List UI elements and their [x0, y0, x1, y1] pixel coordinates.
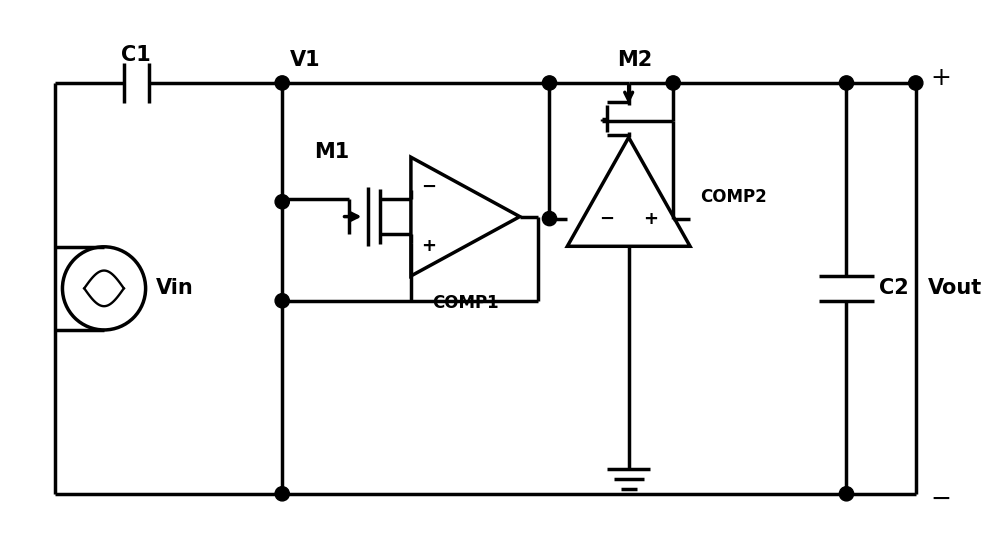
Text: Vout: Vout: [928, 278, 982, 299]
Text: M1: M1: [314, 142, 349, 162]
Text: −: −: [421, 178, 436, 196]
Text: +: +: [421, 237, 436, 255]
Circle shape: [542, 76, 557, 90]
Text: −: −: [931, 487, 952, 511]
Text: V1: V1: [290, 50, 321, 70]
Circle shape: [275, 487, 289, 501]
Text: +: +: [643, 209, 658, 228]
Circle shape: [839, 487, 854, 501]
Text: +: +: [931, 66, 951, 90]
Circle shape: [275, 294, 289, 308]
Circle shape: [909, 76, 923, 90]
Circle shape: [275, 195, 289, 209]
Circle shape: [542, 212, 557, 226]
Text: C2: C2: [879, 278, 909, 299]
Text: C1: C1: [121, 45, 151, 65]
Text: Vin: Vin: [156, 278, 193, 299]
Text: COMP1: COMP1: [432, 294, 499, 312]
Circle shape: [275, 76, 289, 90]
Text: M2: M2: [617, 50, 652, 70]
Circle shape: [666, 76, 680, 90]
Text: COMP2: COMP2: [700, 188, 767, 206]
Circle shape: [839, 76, 854, 90]
Text: −: −: [599, 209, 614, 228]
